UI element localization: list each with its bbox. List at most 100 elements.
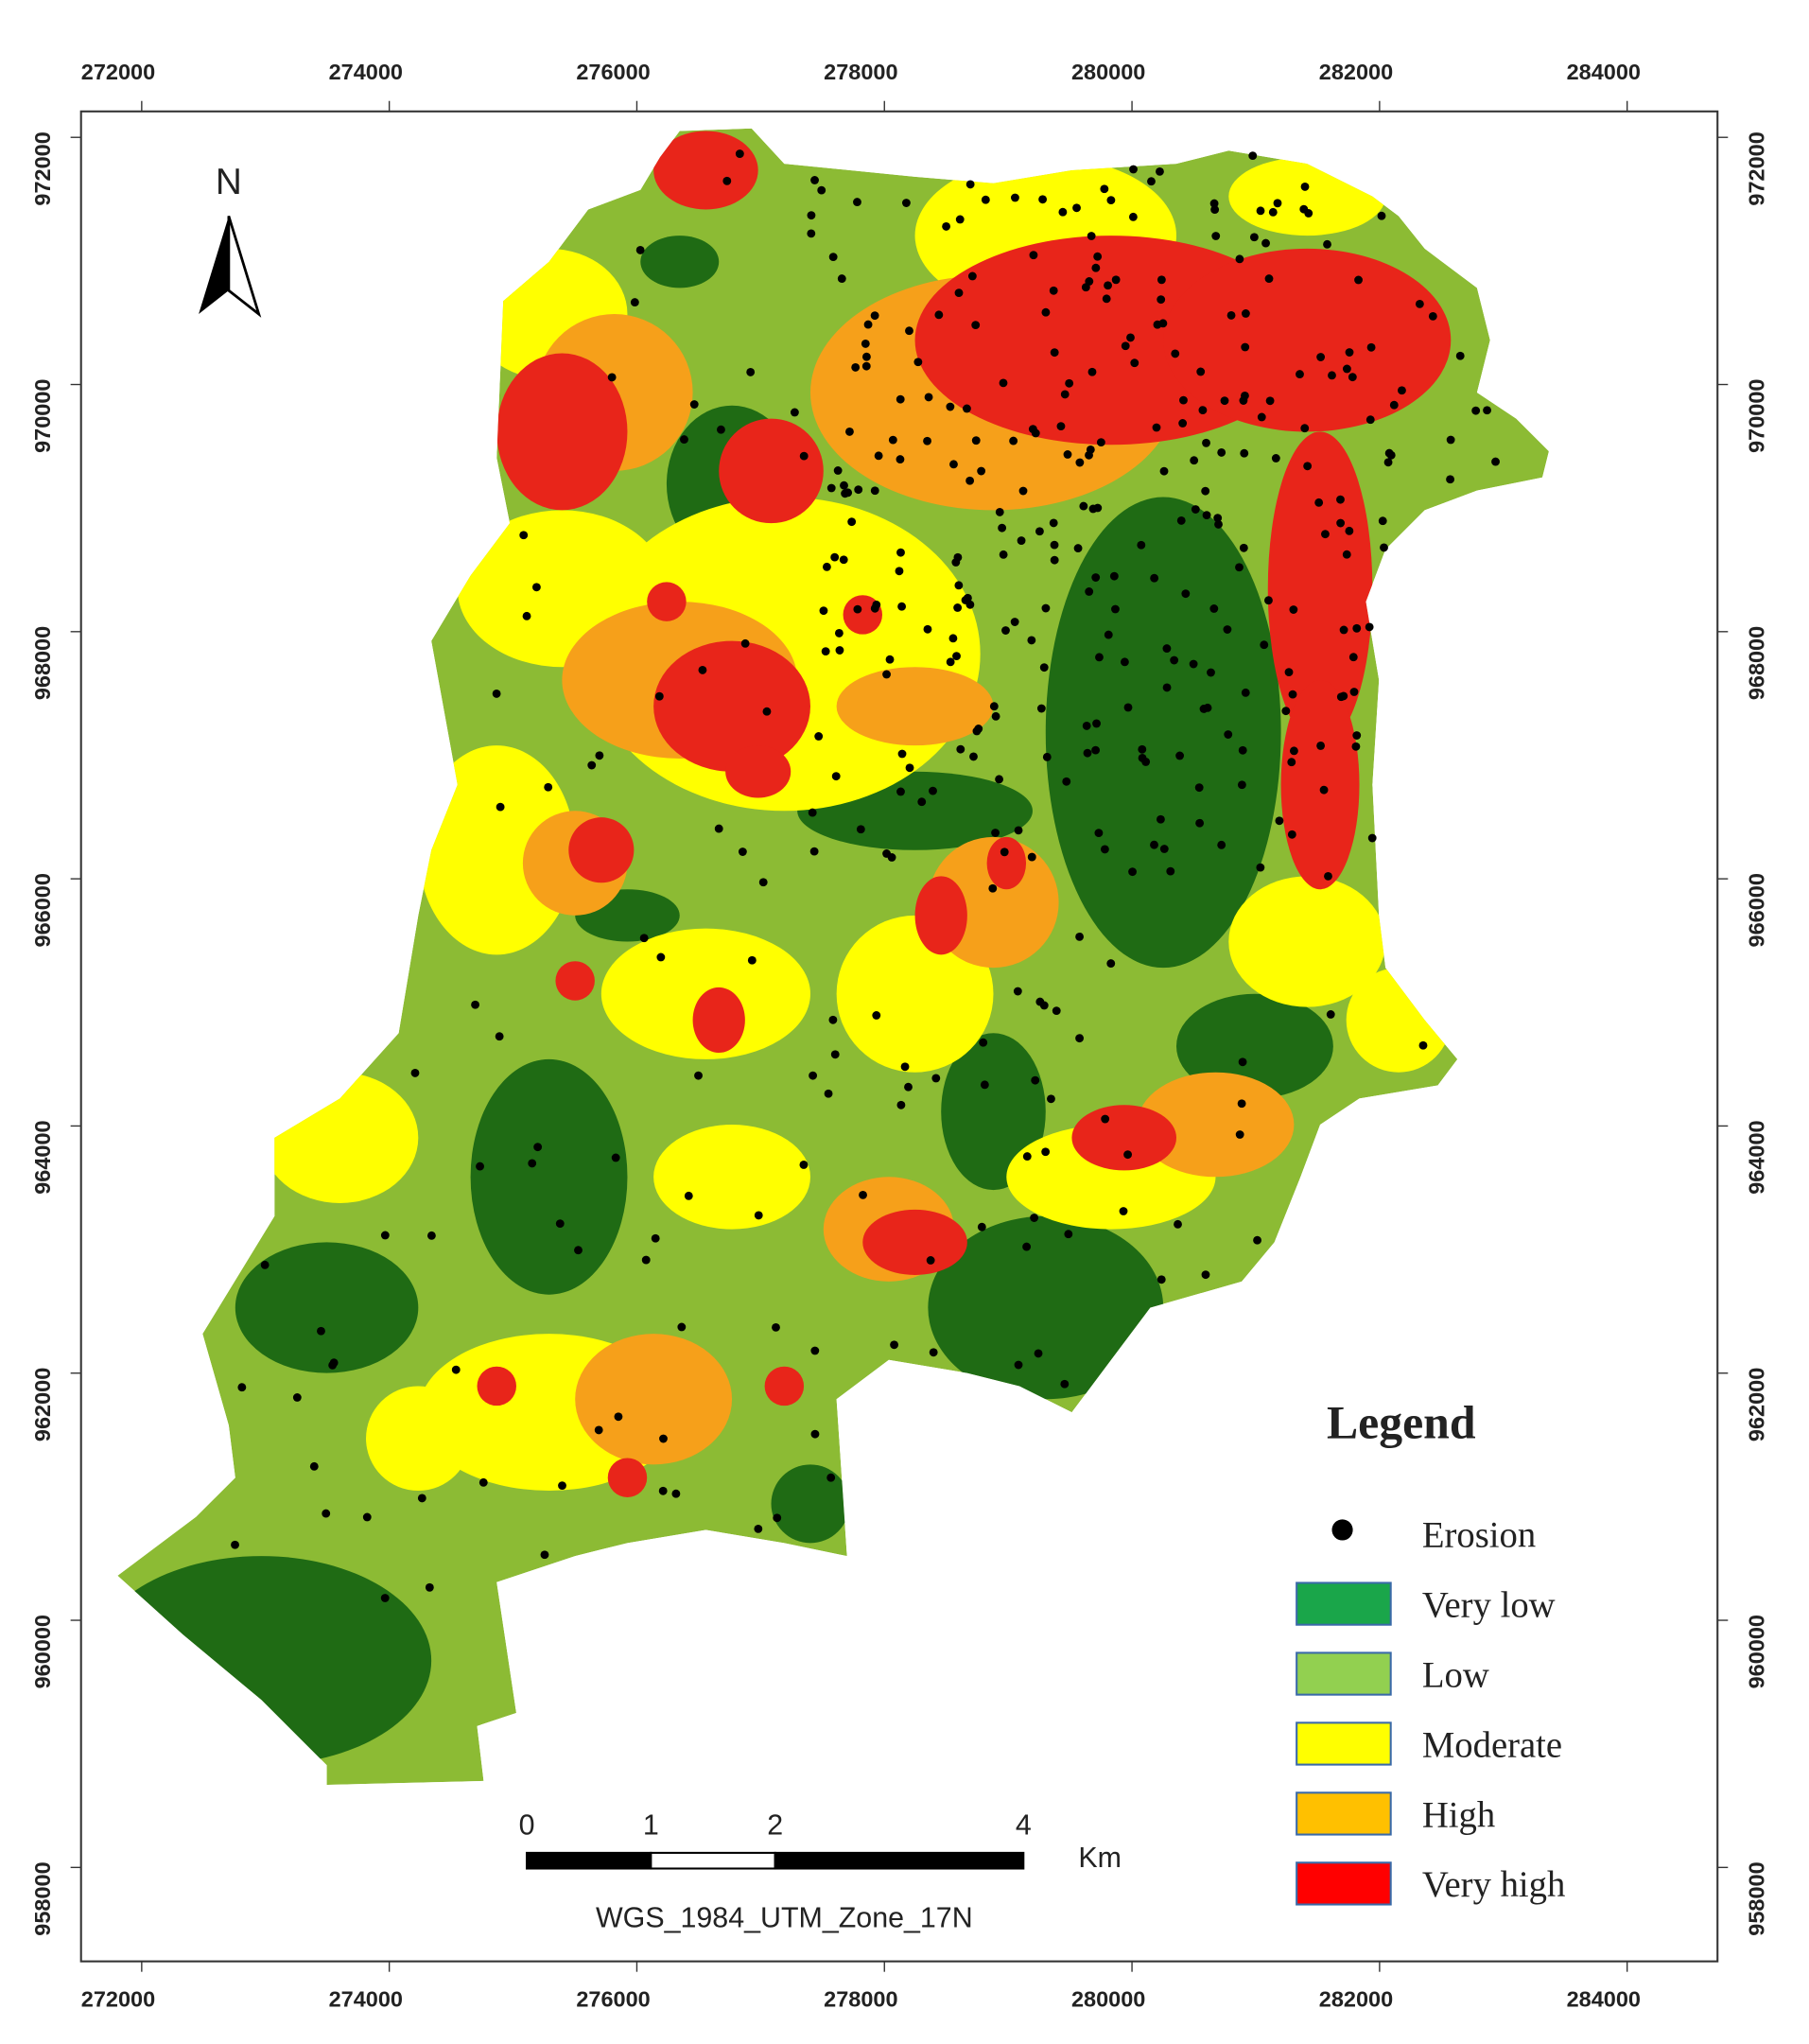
y-tick-label: 968000: [1744, 626, 1768, 700]
erosion-dot: [1214, 520, 1223, 529]
erosion-dot: [772, 1322, 780, 1332]
erosion-dot: [773, 1513, 782, 1523]
erosion-dot: [1152, 423, 1161, 432]
zone-patch: [1071, 1105, 1177, 1171]
erosion-dot: [1176, 515, 1186, 525]
erosion-dot: [496, 802, 505, 812]
erosion-dot: [1065, 378, 1074, 388]
erosion-dot: [790, 408, 799, 417]
erosion-dot: [1268, 207, 1278, 217]
erosion-dot: [260, 1260, 270, 1269]
erosion-dot: [1050, 348, 1059, 358]
erosion-dot: [807, 211, 816, 220]
scale-label: 4: [1016, 1808, 1032, 1841]
erosion-dot: [317, 1326, 325, 1336]
scale-label: 0: [519, 1808, 535, 1841]
erosion-dot: [762, 707, 772, 716]
zone-patch: [575, 1334, 733, 1465]
scale-label: 1: [643, 1808, 659, 1841]
erosion-dot: [1428, 311, 1437, 321]
erosion-dot: [1063, 450, 1072, 459]
erosion-dot: [1491, 457, 1500, 466]
erosion-dot: [694, 1071, 703, 1080]
erosion-dot: [1415, 299, 1424, 308]
erosion-dot: [1162, 644, 1172, 654]
erosion-dot: [1119, 1207, 1128, 1215]
erosion-dot: [1220, 396, 1229, 406]
erosion-dot: [1017, 536, 1026, 545]
north-arrow: N: [199, 162, 262, 318]
erosion-dot: [1027, 636, 1036, 645]
erosion-dot: [1010, 618, 1019, 626]
erosion-dot: [1072, 203, 1081, 213]
zone-patch: [1176, 993, 1333, 1099]
erosion-dot: [831, 772, 841, 781]
x-tick-label: 282000: [1319, 1986, 1393, 2011]
scale-bar: Km WGS_1984_UTM_Zone_17N 0 1 2 4: [519, 1808, 1122, 1933]
erosion-dot: [1178, 419, 1188, 428]
erosion-dot: [1202, 438, 1210, 447]
erosion-dot: [826, 483, 836, 493]
scale-segment: [650, 1851, 776, 1870]
erosion-dot: [979, 1038, 988, 1047]
erosion-dot: [1194, 783, 1204, 793]
erosion-dot: [822, 562, 831, 571]
erosion-dot: [1339, 625, 1348, 635]
erosion-dot: [1123, 1150, 1133, 1160]
y-tick-label: 966000: [1744, 873, 1768, 947]
erosion-dot: [897, 749, 907, 759]
zone-patch: [653, 640, 810, 772]
erosion-dot: [1483, 406, 1491, 415]
y-tick-label: 970000: [30, 379, 55, 453]
legend-swatch: [1296, 1861, 1392, 1906]
legend-label: Low: [1422, 1655, 1489, 1695]
erosion-dot: [956, 744, 965, 754]
erosion-dot: [1339, 691, 1348, 701]
x-tick-label: 272000: [81, 60, 155, 84]
zone-patch: [986, 836, 1027, 890]
erosion-dot: [1120, 657, 1129, 667]
x-tick-label: 284000: [1567, 1986, 1641, 2011]
erosion-dot: [981, 195, 990, 204]
erosion-dot: [1085, 587, 1094, 596]
erosion-dot: [949, 460, 958, 469]
x-tick-label: 272000: [81, 1986, 155, 2011]
erosion-dot: [809, 847, 819, 856]
erosion-dot: [1281, 707, 1291, 716]
erosion-dot: [828, 253, 838, 262]
erosion-dot: [995, 508, 1004, 516]
erosion-dot: [1009, 436, 1018, 445]
erosion-dot: [528, 1159, 537, 1168]
erosion-dot: [851, 362, 861, 372]
y-tick-label: 966000: [30, 873, 55, 947]
erosion-dot: [1100, 845, 1109, 854]
erosion-dot: [1058, 207, 1068, 217]
erosion-dot: [1248, 151, 1258, 161]
erosion-dot: [835, 646, 844, 655]
erosion-dot: [1316, 742, 1326, 750]
erosion-dot: [1237, 1099, 1246, 1109]
erosion-dot: [837, 274, 846, 283]
zone-patch: [914, 876, 967, 955]
erosion-dot: [953, 603, 963, 612]
erosion-dot: [1354, 275, 1363, 285]
erosion-dot: [1264, 274, 1274, 283]
erosion-dot: [1455, 351, 1465, 360]
erosion-dot: [1041, 307, 1051, 317]
erosion-dot: [656, 952, 666, 962]
erosion-dot: [1126, 333, 1135, 342]
erosion-dot: [1189, 659, 1198, 669]
erosion-dot: [1000, 847, 1009, 857]
erosion-dot: [1265, 396, 1275, 406]
erosion-dot: [1014, 1360, 1023, 1370]
erosion-dot: [607, 373, 617, 382]
zone-patch: [692, 987, 745, 1053]
erosion-dot: [856, 825, 865, 834]
legend-box: [1182, 1448, 1693, 1933]
erosion-dot: [292, 1393, 302, 1402]
erosion-dot: [1324, 871, 1332, 881]
erosion-dot: [905, 326, 913, 336]
erosion-dot: [988, 883, 998, 893]
erosion-dot: [1380, 543, 1388, 552]
erosion-dot: [698, 665, 707, 674]
